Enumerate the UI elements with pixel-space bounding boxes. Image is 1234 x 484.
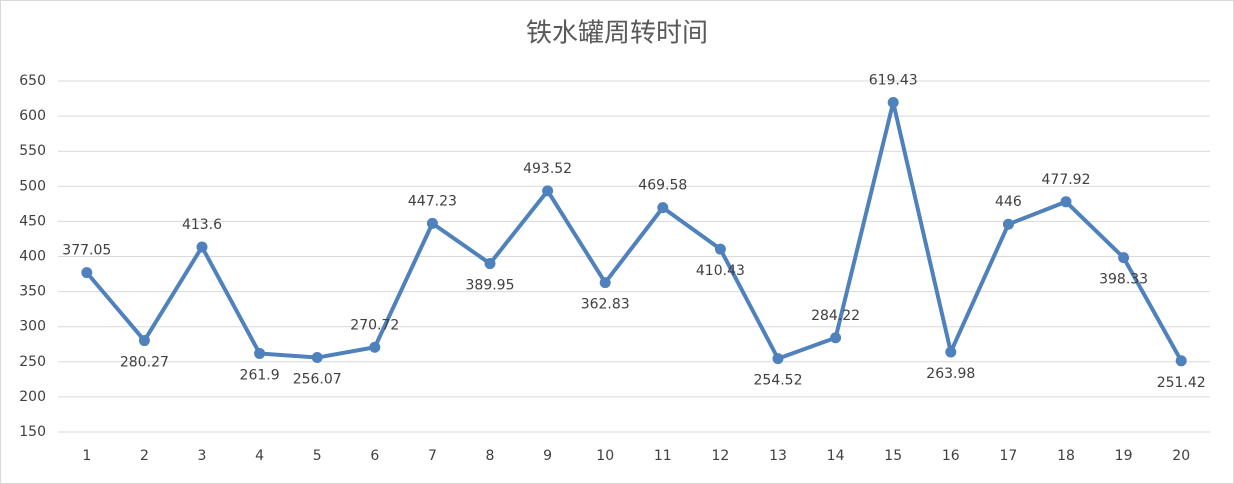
- marker: [542, 185, 554, 197]
- marker: [369, 341, 381, 353]
- marker: [599, 277, 611, 289]
- marker: [81, 267, 93, 279]
- y-tick-label: 200: [19, 389, 46, 405]
- x-tick-label: 7: [428, 448, 437, 464]
- y-tick-label: 450: [19, 213, 46, 229]
- data-label: 469.58: [638, 178, 687, 194]
- data-label: 398.33: [1099, 272, 1148, 288]
- x-tick-label: 2: [140, 448, 149, 464]
- marker: [657, 202, 669, 214]
- y-tick-label: 600: [19, 108, 46, 124]
- x-tick-label: 13: [769, 448, 787, 464]
- marker: [772, 353, 784, 365]
- data-label: 619.43: [869, 72, 918, 88]
- marker: [254, 347, 266, 359]
- x-tick-label: 17: [999, 448, 1017, 464]
- x-tick-label: 16: [942, 448, 960, 464]
- x-tick-label: 18: [1057, 448, 1075, 464]
- y-tick-label: 500: [19, 178, 46, 194]
- y-tick-label: 300: [19, 319, 46, 335]
- marker: [138, 335, 150, 347]
- data-label: 254.52: [754, 373, 803, 389]
- x-tick-label: 14: [827, 448, 845, 464]
- data-label: 270.72: [350, 317, 399, 333]
- x-tick-label: 15: [884, 448, 902, 464]
- y-tick-label: 350: [19, 284, 46, 300]
- x-tick-label: 5: [313, 448, 322, 464]
- x-tick-label: 6: [370, 448, 379, 464]
- data-label: 413.6: [182, 217, 222, 233]
- x-tick-label: 12: [711, 448, 729, 464]
- marker: [311, 352, 323, 364]
- line: [85, 100, 1183, 362]
- data-label: 493.52: [523, 161, 572, 177]
- x-tick-label: 4: [255, 448, 264, 464]
- data-label: 389.95: [466, 278, 515, 294]
- y-tick-label: 550: [19, 143, 46, 159]
- x-tick-label: 8: [486, 448, 495, 464]
- chart-title: 铁水罐周转时间: [526, 19, 708, 49]
- x-tick-label: 9: [543, 448, 552, 464]
- data-label: 377.05: [62, 243, 111, 259]
- marker: [945, 346, 957, 358]
- marker: [714, 243, 726, 255]
- y-tick-label: 150: [19, 424, 46, 440]
- marker: [1118, 252, 1130, 264]
- x-tick-label: 11: [654, 448, 672, 464]
- marker: [1175, 355, 1187, 367]
- x-tick-label: 19: [1115, 448, 1133, 464]
- data-label: 261.9: [240, 367, 280, 383]
- data-label: 447.23: [408, 193, 457, 209]
- marker: [1060, 196, 1072, 208]
- x-tick-label: 3: [198, 448, 207, 464]
- marker: [887, 96, 899, 108]
- data-label: 362.83: [581, 297, 630, 313]
- data-label: 446: [995, 194, 1022, 210]
- y-tick-label: 650: [19, 73, 46, 89]
- data-label: 280.27: [120, 355, 169, 371]
- y-tick-label: 250: [19, 354, 46, 370]
- marker: [196, 241, 208, 253]
- data-label: 263.98: [926, 366, 975, 382]
- y-tick-label: 400: [19, 249, 46, 265]
- marker: [830, 332, 842, 344]
- x-tick-label: 10: [596, 448, 614, 464]
- x-tick-label: 20: [1172, 448, 1190, 464]
- marker: [484, 258, 496, 270]
- data-label: 410.43: [696, 263, 745, 279]
- data-label: 284.22: [811, 308, 860, 324]
- data-label: 256.07: [293, 372, 342, 388]
- marker: [426, 217, 438, 229]
- x-tick-label: 1: [82, 448, 91, 464]
- marker: [1002, 218, 1014, 230]
- data-label: 251.42: [1157, 375, 1206, 391]
- data-label: 477.92: [1042, 172, 1091, 188]
